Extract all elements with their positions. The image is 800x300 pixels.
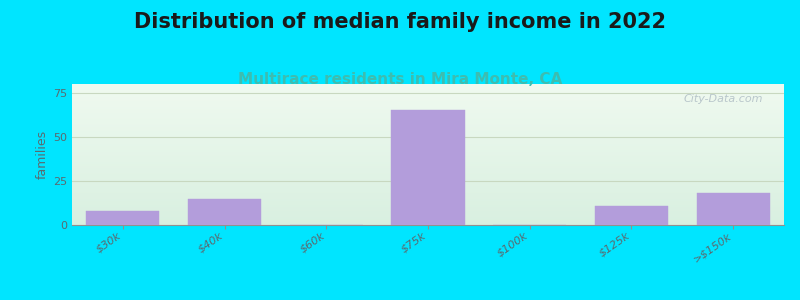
Bar xyxy=(391,110,465,225)
Text: Multirace residents in Mira Monte, CA: Multirace residents in Mira Monte, CA xyxy=(238,72,562,87)
Bar xyxy=(595,206,668,225)
Bar xyxy=(188,199,261,225)
Text: Distribution of median family income in 2022: Distribution of median family income in … xyxy=(134,12,666,32)
Bar xyxy=(86,211,159,225)
Text: City-Data.com: City-Data.com xyxy=(683,94,762,104)
Bar xyxy=(697,193,770,225)
Y-axis label: families: families xyxy=(36,130,49,179)
